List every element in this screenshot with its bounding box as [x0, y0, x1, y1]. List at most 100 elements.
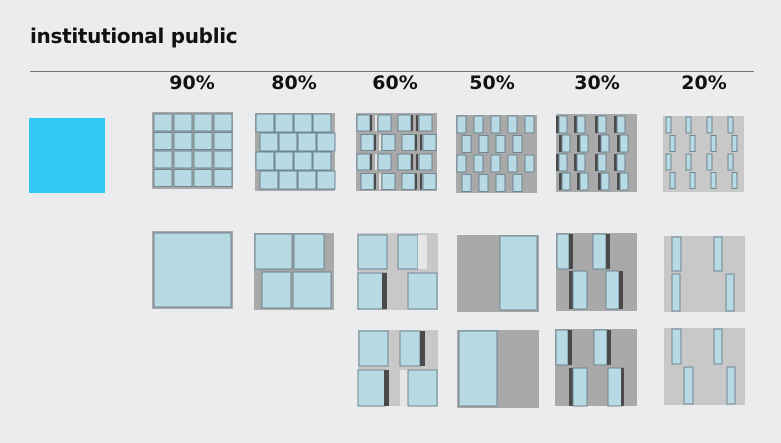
fin-dark: [411, 154, 413, 170]
glass-pane: [731, 135, 738, 152]
fin-dark: [617, 173, 620, 190]
glass-pane: [616, 115, 626, 134]
glass-pane: [407, 272, 438, 310]
glass-pane: [418, 114, 433, 132]
fin-dark: [559, 135, 562, 152]
glass-pane: [255, 113, 275, 133]
glass-pane: [274, 113, 294, 133]
fin-dark: [559, 173, 562, 190]
glass-pane: [572, 270, 588, 310]
glass-pane: [572, 367, 588, 407]
glass-pane: [173, 169, 193, 187]
glass-pane: [297, 132, 317, 152]
glass-pane: [213, 169, 233, 187]
glass-pane: [213, 113, 233, 132]
glass-pane: [213, 132, 233, 150]
glass-pane: [579, 134, 589, 153]
glass-pane: [576, 115, 586, 134]
glass-pane: [495, 174, 506, 192]
fin-dark: [569, 234, 573, 269]
glass-pane: [558, 153, 568, 172]
glass-pane: [524, 115, 535, 134]
glass-pane: [293, 151, 313, 171]
glass-pane: [381, 134, 396, 151]
glass-pane: [193, 169, 213, 187]
glass-pane: [312, 151, 332, 171]
glass-pane: [593, 329, 608, 366]
glass-pane: [422, 173, 437, 190]
glass-pane: [524, 154, 535, 173]
glass-pane: [561, 172, 571, 191]
fin-dark: [617, 135, 620, 152]
glass-pane: [274, 151, 294, 171]
glass-pane: [683, 366, 694, 405]
glass-pane: [173, 132, 193, 150]
fin-dark: [374, 134, 376, 151]
glass-pane: [377, 153, 392, 171]
fin-dark: [556, 116, 559, 133]
fin-dark: [415, 134, 417, 151]
glass-pane: [726, 366, 736, 405]
glass-pane: [193, 150, 213, 169]
glass-pane: [292, 271, 332, 309]
percent-label-50: 50%: [469, 72, 515, 94]
glass-pane: [597, 153, 607, 172]
glass-pane: [397, 234, 419, 270]
fin-dark: [577, 135, 580, 152]
fin-dark: [569, 271, 573, 309]
fin-dark: [420, 173, 422, 190]
header-divider: [30, 71, 754, 72]
fin-dark: [415, 173, 417, 190]
fin-dark: [606, 234, 610, 269]
glass-pane: [706, 116, 713, 134]
fin-dark: [619, 271, 623, 309]
glass-pane: [293, 113, 313, 133]
glass-pane: [297, 170, 317, 190]
glass-pane: [399, 330, 421, 367]
glass-pane: [558, 115, 568, 134]
fin-dark: [595, 116, 598, 133]
fin-dark: [411, 115, 413, 131]
percent-label-60: 60%: [372, 72, 418, 94]
glass-pane: [422, 134, 437, 151]
glass-pane: [473, 115, 484, 134]
glass-pane: [576, 153, 586, 172]
glass-pane: [261, 271, 292, 309]
glass-pane: [605, 270, 620, 310]
glass-pane: [600, 172, 610, 191]
glass-pane: [153, 113, 173, 132]
glass-pane: [507, 115, 518, 134]
glass-pane: [689, 172, 696, 189]
fin-light: [379, 173, 381, 190]
glass-pane: [173, 113, 193, 132]
glass-pane: [710, 135, 717, 152]
glass-pane: [616, 153, 626, 172]
glass-pane: [312, 113, 332, 133]
glass-pane: [278, 170, 298, 190]
fin-dark: [556, 154, 559, 171]
glass-pane: [401, 173, 416, 190]
glass-pane: [669, 172, 676, 189]
fin-dark: [569, 368, 573, 406]
percent-label-30: 30%: [574, 72, 620, 94]
fin-light: [375, 154, 377, 170]
fin-dark: [420, 134, 422, 151]
fin-dark: [598, 135, 601, 152]
glass-pane: [607, 367, 623, 407]
glass-pane: [685, 153, 692, 171]
glass-pane: [259, 170, 279, 190]
glass-pane: [555, 329, 569, 366]
glass-pane: [561, 134, 571, 153]
fin-light: [379, 134, 381, 151]
glass-pane: [193, 113, 213, 132]
glass-pane: [293, 233, 325, 270]
glass-pane: [418, 153, 433, 171]
glass-pane: [356, 153, 371, 171]
glass-pane: [507, 154, 518, 173]
glass-pane: [193, 132, 213, 150]
glass-pane: [153, 132, 173, 150]
glass-pane: [556, 233, 570, 270]
glass-pane: [360, 173, 375, 190]
fin-dark: [382, 273, 387, 309]
